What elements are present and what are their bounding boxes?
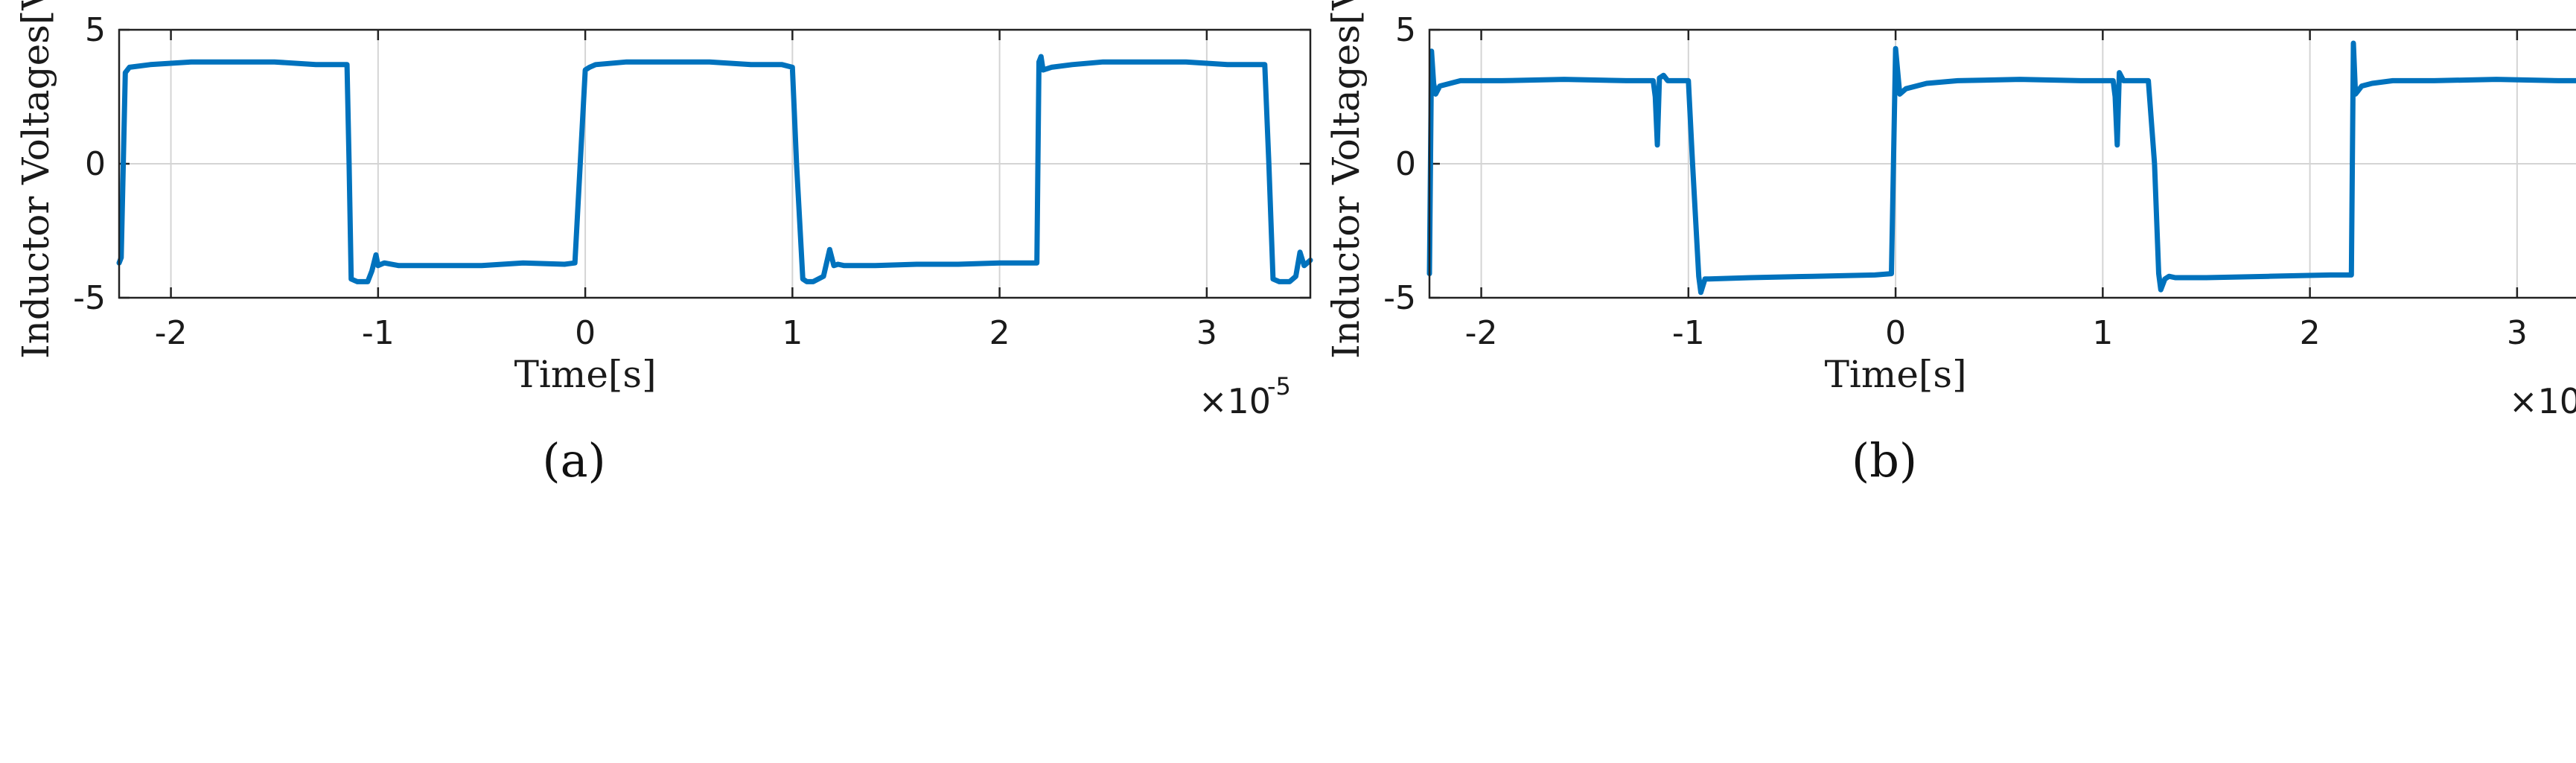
y-tick-label: 0 <box>85 145 106 183</box>
x-tick-label: 0 <box>575 314 596 352</box>
y-tick-labels: -5 0 5 <box>1383 11 1416 317</box>
panel-caption: (a) <box>542 433 605 488</box>
x-tick-label: 3 <box>2507 314 2528 352</box>
gridlines <box>119 28 1310 299</box>
series-line <box>116 54 1313 284</box>
panel-a: -2 -1 0 1 2 3 -5 0 5 Time[s] Inductor Voltages[… <box>14 0 1313 488</box>
y-tick-label: -5 <box>73 279 106 317</box>
y-tick-label: -5 <box>1383 279 1416 317</box>
x-tick-label: 2 <box>989 314 1010 352</box>
x-tick-label: 3 <box>1196 314 1217 352</box>
x-tick-labels: -2 -1 0 1 2 3 <box>1465 314 2528 352</box>
y-axis-label: Inductor Voltages[V] <box>1324 0 1368 359</box>
plot-frame <box>1428 28 2576 299</box>
panel-b: -2 -1 0 1 2 3 -5 0 5 Time[s] Inductor Voltages[… <box>1324 0 2576 488</box>
x-tick-label: -1 <box>362 314 395 352</box>
x-axis-label: Time[s] <box>514 353 657 396</box>
series-line <box>1426 40 2576 296</box>
x-tick-label: -2 <box>1465 314 1498 352</box>
y-tick-label: 5 <box>1395 11 1416 49</box>
y-tick-label: 5 <box>85 11 106 49</box>
x-multiplier: ×10 <box>1199 381 1271 421</box>
x-tick-label: 0 <box>1885 314 1906 352</box>
gridlines <box>1429 28 2576 299</box>
x-axis-label: Time[s] <box>1825 353 1967 396</box>
x-multiplier: ×10 <box>2509 381 2576 421</box>
y-tick-label: 0 <box>1395 145 1416 183</box>
x-tick-label: 1 <box>782 314 803 352</box>
plot-frame <box>118 28 1312 299</box>
x-tick-label: -1 <box>1672 314 1705 352</box>
x-tick-label: 2 <box>2300 314 2321 352</box>
y-axis-label: Inductor Voltages[V] <box>14 0 57 359</box>
x-tick-labels: -2 -1 0 1 2 3 <box>155 314 1217 352</box>
x-multiplier-exponent: -5 <box>1267 372 1291 400</box>
panel-caption: (b) <box>1852 433 1917 488</box>
x-tick-label: -2 <box>155 314 188 352</box>
y-tick-labels: -5 0 5 <box>73 11 106 317</box>
x-tick-label: 1 <box>2092 314 2113 352</box>
